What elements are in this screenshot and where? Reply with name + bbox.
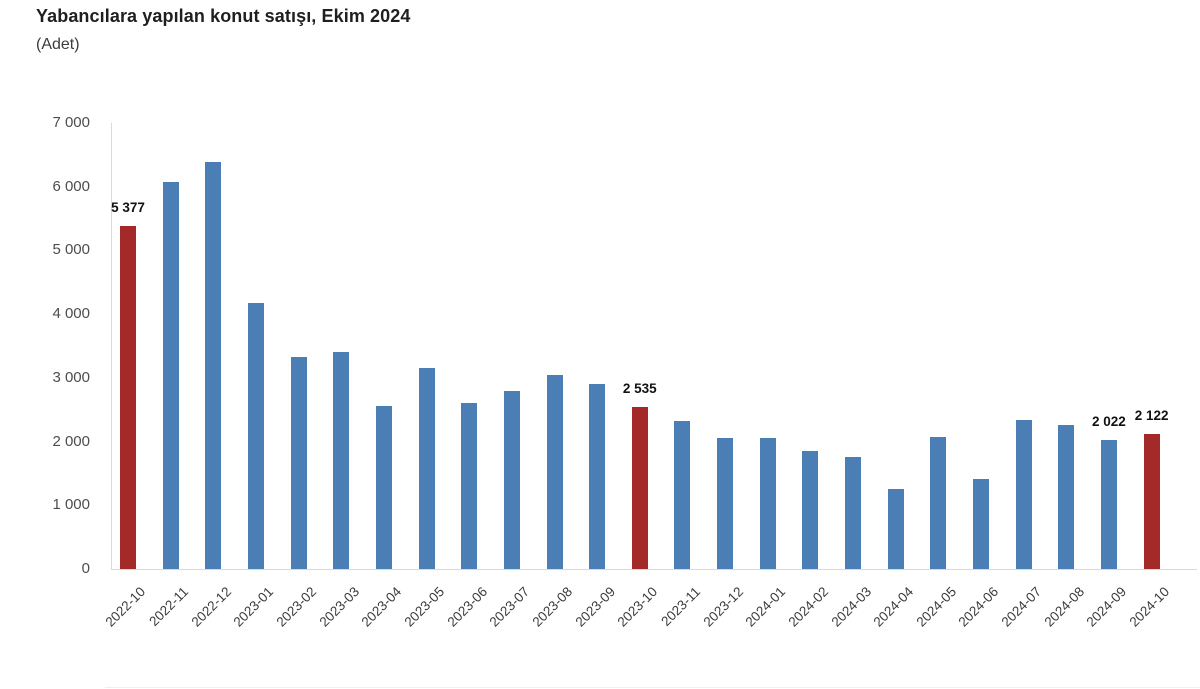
bar-2022-12[interactable] [205, 161, 222, 569]
x-tick-label-2023-04: 2023-04 [358, 584, 405, 630]
bar-2023-04[interactable] [375, 405, 392, 569]
bar-2023-03[interactable] [333, 351, 350, 569]
x-tick-label-2023-03: 2023-03 [316, 584, 362, 630]
x-axis-line [111, 569, 1197, 570]
x-tick-label-2024-05: 2024-05 [913, 584, 959, 630]
bar-2024-10[interactable] [1143, 433, 1160, 569]
bar-2023-06[interactable] [461, 402, 478, 569]
x-tick-label-2023-08: 2023-08 [529, 584, 576, 630]
x-tick-label-2023-12: 2023-12 [700, 584, 746, 630]
x-tick-label-2024-10: 2024-10 [1126, 584, 1173, 630]
bar-2023-11[interactable] [674, 420, 691, 569]
x-tick-label-2024-07: 2024-07 [998, 584, 1045, 630]
x-tick-label-2023-06: 2023-06 [444, 584, 490, 630]
x-tick-label-2023-07: 2023-07 [486, 584, 533, 630]
data-label-2024-09: 2 022 [1092, 414, 1126, 430]
chart-title: Yabancılara yapılan konut satışı, Ekim 2… [36, 6, 411, 26]
x-tick-label-2022-11: 2022-11 [146, 584, 192, 629]
bar-2022-10[interactable] [120, 226, 136, 569]
bar-2023-05[interactable] [418, 367, 435, 569]
y-tick-label: 4 000 [52, 305, 90, 323]
data-label-2022-10: 5 377 [111, 200, 145, 216]
bar-2024-01[interactable] [759, 438, 776, 569]
data-label-2024-10: 2 122 [1134, 407, 1169, 423]
x-tick-label-2024-04: 2024-04 [870, 584, 917, 630]
bar-2024-06[interactable] [973, 478, 989, 569]
bar-2024-02[interactable] [802, 451, 819, 569]
x-tick-label-2023-09: 2023-09 [572, 584, 618, 630]
x-tick-label-2023-01: 2023-01 [230, 584, 277, 630]
bottom-divider [105, 687, 1200, 688]
bar-2024-04[interactable] [887, 489, 904, 569]
y-tick-label: 7 000 [52, 114, 90, 131]
bar-2023-01[interactable] [247, 303, 264, 569]
bar-2023-10[interactable] [631, 407, 648, 569]
bar-2023-02[interactable] [290, 356, 307, 569]
y-tick-label: 3 000 [52, 368, 90, 386]
y-tick-label: 6 000 [52, 177, 90, 195]
x-tick-label-2022-10: 2022-10 [102, 584, 149, 630]
x-tick-label-2024-06: 2024-06 [955, 584, 1002, 630]
chart-subtitle: (Adet) [36, 36, 80, 53]
x-tick-label-2023-02: 2023-02 [273, 584, 320, 630]
y-tick-label: 1 000 [52, 496, 90, 514]
y-axis-line [111, 123, 112, 569]
x-tick-label-2024-02: 2024-02 [785, 584, 832, 630]
bar-2024-09[interactable] [1100, 440, 1117, 569]
x-tick-label-2024-09: 2024-09 [1083, 584, 1130, 630]
bar-2022-11[interactable] [162, 181, 179, 569]
bar-2023-12[interactable] [717, 437, 734, 569]
bar-2023-08[interactable] [546, 375, 563, 569]
x-tick-label-2023-10: 2023-10 [614, 584, 661, 630]
x-tick-label-2023-11: 2023-11 [658, 584, 704, 629]
bar-2023-09[interactable] [589, 383, 606, 569]
y-tick-label: 0 [81, 560, 90, 577]
y-tick-label: 5 000 [52, 241, 90, 259]
x-tick-label-2024-03: 2024-03 [828, 584, 874, 630]
bar-2024-07[interactable] [1015, 419, 1032, 569]
x-tick-label-2024-01: 2024-01 [742, 584, 789, 630]
x-tick-label-2022-12: 2022-12 [188, 584, 234, 630]
x-tick-label-2023-05: 2023-05 [401, 584, 448, 630]
bar-2023-07[interactable] [503, 390, 520, 569]
bar-2024-08[interactable] [1058, 425, 1075, 569]
bar-2024-03[interactable] [845, 457, 862, 569]
x-tick-label-2024-08: 2024-08 [1041, 584, 1087, 630]
y-tick-label: 2 000 [52, 432, 90, 450]
data-label-2023-10: 2 535 [622, 381, 657, 397]
bar-2024-05[interactable] [930, 437, 947, 569]
